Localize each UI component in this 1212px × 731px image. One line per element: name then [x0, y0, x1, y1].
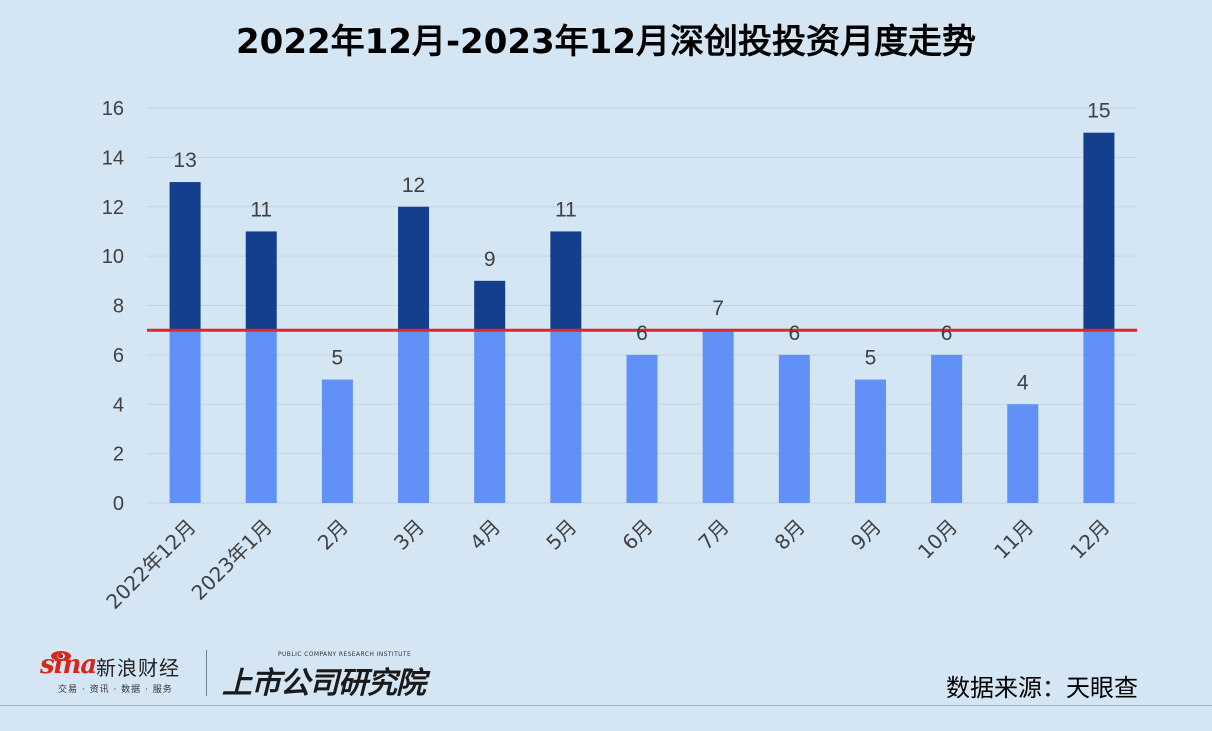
x-tick-label: 6月 — [617, 515, 657, 555]
bar-segment-above-reference — [245, 231, 277, 331]
institute-english-name: PUBLIC COMPANY RESEARCH INSTITUTE — [278, 651, 412, 658]
data-label: 6 — [941, 322, 953, 345]
chart-title: 2022年12月-2023年12月深创投投资月度走势 — [236, 22, 976, 62]
x-tick-label: 4月 — [465, 515, 505, 555]
data-label: 7 — [712, 297, 724, 320]
bar-segment-above-reference — [474, 280, 506, 331]
data-label: 15 — [1087, 100, 1110, 123]
x-tick-label: 7月 — [694, 515, 734, 555]
bar-segment-above-reference — [169, 182, 201, 331]
sina-finance-name: 新浪财经 — [96, 656, 180, 680]
bar-segment-below-reference — [550, 330, 582, 503]
x-tick-label: 8月 — [770, 515, 810, 555]
footer-divider — [0, 705, 1212, 706]
x-tick-label: 2月 — [313, 515, 353, 555]
x-tick-label: 5月 — [541, 515, 581, 555]
y-tick-label: 14 — [102, 147, 124, 169]
bar-segment-above-reference — [398, 206, 430, 331]
data-label: 5 — [865, 347, 877, 370]
bar-segment-below-reference — [474, 330, 506, 503]
data-label: 6 — [636, 322, 648, 345]
y-tick-label: 12 — [102, 197, 124, 219]
sina-eye-icon — [51, 651, 71, 661]
logo-divider — [206, 650, 207, 696]
y-tick-label: 8 — [113, 296, 124, 318]
y-tick-label: 6 — [113, 345, 124, 367]
bar-segment-below-reference — [626, 354, 658, 503]
bar-segment-above-reference — [1083, 132, 1115, 331]
x-tick-label: 11月 — [989, 515, 1038, 564]
data-label: 11 — [555, 198, 577, 221]
x-tick-label: 2022年12月 — [101, 515, 200, 614]
bar-segment-below-reference — [702, 330, 734, 503]
data-label: 11 — [250, 198, 272, 221]
sina-finance-logo: sina 新浪财经 交易 · 资讯 · 数据 · 服务 — [40, 650, 208, 698]
x-tick-label: 12月 — [1065, 515, 1114, 564]
x-tick-label: 2023年1月 — [187, 515, 277, 605]
bar-segment-below-reference — [931, 354, 963, 503]
bar-segment-below-reference — [245, 330, 277, 503]
sina-wordmark: sina — [40, 650, 97, 680]
research-institute-logo: PUBLIC COMPANY RESEARCH INSTITUTE 上市公司研究… — [220, 648, 440, 701]
data-label: 5 — [332, 347, 344, 370]
bar-segment-below-reference — [1083, 330, 1115, 503]
data-label: 4 — [1017, 371, 1029, 394]
bar-segment-above-reference — [550, 231, 582, 331]
data-label: 9 — [484, 248, 496, 271]
data-source: 数据来源：天眼查 — [946, 674, 1138, 702]
x-tick-label: 10月 — [913, 515, 962, 564]
y-tick-label: 10 — [102, 246, 124, 268]
bar-segment-below-reference — [398, 330, 430, 503]
bar-segment-below-reference — [854, 379, 886, 503]
y-tick-label: 0 — [113, 493, 124, 515]
x-tick-label: 3月 — [389, 515, 429, 555]
y-tick-label: 4 — [113, 394, 124, 416]
bar-segment-below-reference — [1007, 404, 1039, 503]
bar-segment-below-reference — [778, 354, 810, 503]
y-tick-label: 16 — [102, 98, 124, 120]
y-tick-label: 2 — [113, 444, 124, 466]
bar-segment-below-reference — [321, 379, 353, 503]
x-tick-label: 9月 — [846, 515, 886, 555]
data-label: 13 — [173, 149, 196, 172]
institute-chinese-name: 上市公司研究院 — [222, 666, 426, 701]
sina-tagline: 交易 · 资讯 · 数据 · 服务 — [58, 685, 173, 695]
data-label: 12 — [402, 174, 425, 197]
data-label: 6 — [788, 322, 800, 345]
bar-segment-below-reference — [169, 330, 201, 503]
